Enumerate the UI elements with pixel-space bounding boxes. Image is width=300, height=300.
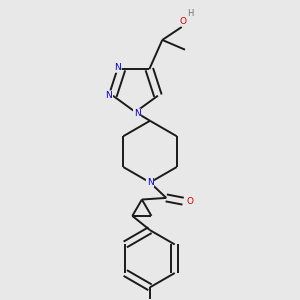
Text: N: N — [106, 91, 112, 100]
Text: O: O — [180, 16, 187, 26]
Text: O: O — [186, 197, 193, 206]
Text: N: N — [134, 109, 140, 118]
Text: H: H — [187, 9, 193, 18]
Text: N: N — [114, 63, 121, 72]
Text: N: N — [147, 178, 153, 187]
